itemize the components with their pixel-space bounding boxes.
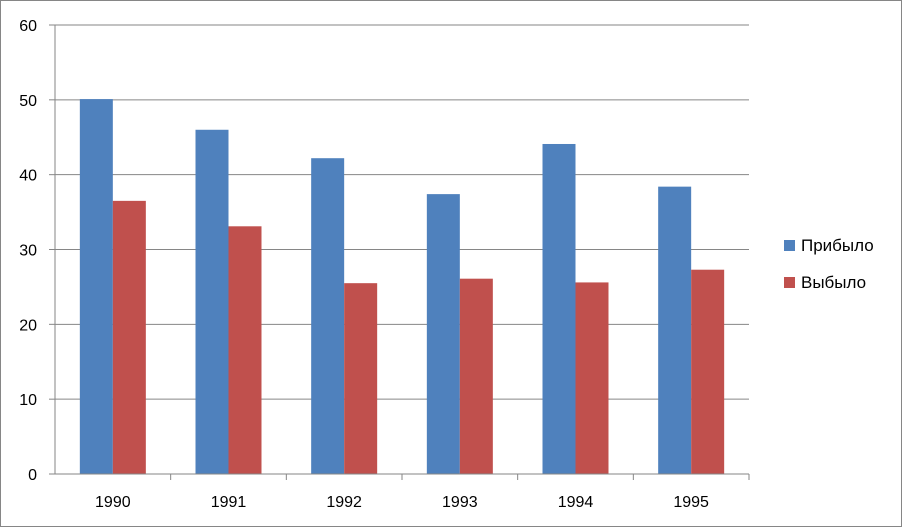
bar-series1-1991 [195, 129, 229, 474]
gridlines [55, 24, 749, 400]
legend: Прибыло Выбыло [784, 236, 874, 292]
y-tick-label: 10 [19, 392, 37, 409]
legend-swatch [784, 277, 795, 288]
y-tick-label: 20 [19, 317, 37, 334]
x-tick-label: 1994 [558, 494, 594, 511]
x-tick-label: 1995 [673, 494, 709, 511]
y-tick-label: 30 [19, 243, 37, 260]
bar-series2-1991 [228, 226, 262, 474]
bars [79, 99, 725, 475]
x-tick-label: 1992 [326, 494, 362, 511]
legend-swatch [784, 240, 795, 251]
bar-series2-1993 [459, 278, 493, 474]
y-tick-label: 0 [28, 467, 37, 484]
bar-series2-1990 [112, 200, 146, 474]
bar-series1-1990 [79, 99, 113, 475]
bar-series1-1994 [542, 143, 576, 475]
x-tick-labels: 1990 1991 1992 1993 1994 1995 [95, 494, 709, 511]
axes [49, 24, 750, 480]
legend-label: Прибыло [801, 236, 874, 255]
y-tick-label: 60 [19, 18, 37, 35]
bar-series1-1995 [658, 186, 692, 474]
bar-series2-1995 [691, 269, 725, 474]
legend-label: Выбыло [801, 273, 866, 292]
x-tick-label: 1991 [211, 494, 247, 511]
bar-series2-1994 [575, 282, 609, 474]
bar-series1-1993 [426, 194, 460, 474]
y-tick-label: 40 [19, 168, 37, 185]
x-tick-label: 1990 [95, 494, 131, 511]
bar-series2-1992 [344, 283, 378, 474]
x-tick-label: 1993 [442, 494, 478, 511]
y-tick-labels: 0 10 20 30 40 50 60 [19, 18, 37, 484]
y-tick-label: 50 [19, 93, 37, 110]
bar-series1-1992 [311, 158, 345, 474]
